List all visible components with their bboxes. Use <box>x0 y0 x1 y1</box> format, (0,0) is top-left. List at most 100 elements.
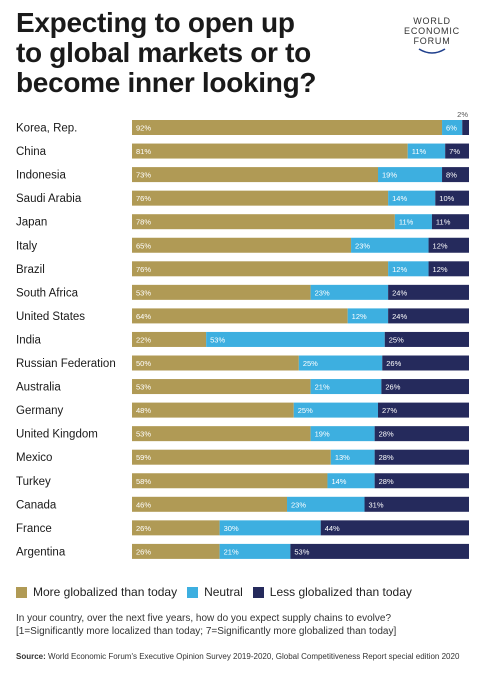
bar-segment <box>428 261 469 277</box>
data-label: 65% <box>136 241 151 250</box>
data-label: 26% <box>136 524 151 533</box>
data-label: 21% <box>224 547 239 556</box>
category-label: Germany <box>16 405 64 417</box>
data-label: 78% <box>136 218 151 227</box>
data-label: 26% <box>386 359 401 368</box>
bar-segment <box>132 143 408 159</box>
data-label: 14% <box>392 194 407 203</box>
bar-segment <box>407 143 446 159</box>
bar-segment <box>310 379 382 395</box>
bar-segment <box>435 190 469 206</box>
data-label: 44% <box>325 524 340 533</box>
bar-segment <box>442 167 469 183</box>
bar-segment <box>219 520 321 536</box>
category-label: Saudi Arabia <box>16 193 82 205</box>
data-label: 25% <box>298 406 313 415</box>
bar-segment <box>351 237 429 253</box>
bar-segment <box>132 308 348 324</box>
data-label: 28% <box>379 453 394 462</box>
title-line-3: become inner looking? <box>16 67 317 98</box>
category-label: United Kingdom <box>16 429 98 441</box>
bar-segment <box>431 214 469 230</box>
bar-segment <box>132 331 207 347</box>
bar-segment <box>132 214 395 230</box>
legend-label-neutral: Neutral <box>204 585 243 599</box>
data-label: 76% <box>136 265 151 274</box>
data-label: 53% <box>210 335 225 344</box>
data-label: 26% <box>136 547 151 556</box>
category-label: Italy <box>16 240 37 252</box>
data-label: 14% <box>331 477 346 486</box>
data-label: 59% <box>136 453 151 462</box>
bar-segment <box>428 237 469 253</box>
bar-segment <box>132 167 379 183</box>
data-label: 28% <box>379 477 394 486</box>
bar-segment <box>394 214 432 230</box>
bar-segment <box>382 355 469 371</box>
data-label: 10% <box>439 194 454 203</box>
data-label: 81% <box>136 147 151 156</box>
data-label: 25% <box>303 359 318 368</box>
data-label: 26% <box>385 383 400 392</box>
data-label: 28% <box>379 430 394 439</box>
data-label: 76% <box>136 194 151 203</box>
data-label: 24% <box>392 312 407 321</box>
legend-swatch-more <box>16 586 27 598</box>
legend-item-less: Less globalized than today <box>252 585 412 599</box>
data-label: 19% <box>382 171 397 180</box>
category-label: Australia <box>16 382 61 394</box>
legend-label-more: More globalized than today <box>33 585 178 599</box>
bar-segment <box>298 355 383 371</box>
bar-segment <box>310 284 389 300</box>
category-label: India <box>16 334 42 346</box>
bar-segment <box>132 237 352 253</box>
bar-segment <box>384 331 469 347</box>
bar-segment <box>388 308 469 324</box>
category-label: United States <box>16 311 85 323</box>
bar-segment <box>287 496 365 512</box>
category-label: Japan <box>16 217 47 229</box>
legend-item-more: More globalized than today <box>16 585 177 599</box>
category-label: Brazil <box>16 264 45 276</box>
data-label: 11% <box>412 147 427 156</box>
bar-segment <box>290 543 469 559</box>
chart-title: Expecting to open up to global markets o… <box>16 8 376 98</box>
data-label: 6% <box>446 124 457 133</box>
bar-segment <box>374 473 469 489</box>
category-label: Turkey <box>16 476 51 488</box>
wef-logo: WORLD ECONOMIC FORUM <box>392 16 472 60</box>
data-label: 8% <box>446 171 457 180</box>
question-line-1: In your country, over the next five year… <box>16 613 392 624</box>
data-label: 53% <box>294 547 309 556</box>
bar-segment <box>374 449 469 465</box>
data-label: 23% <box>355 241 370 250</box>
data-label: 13% <box>335 453 350 462</box>
bar-segment <box>445 143 469 159</box>
bar-segment <box>364 496 469 512</box>
bar-segment <box>320 520 469 536</box>
legend-swatch-less <box>252 586 264 598</box>
data-label: 30% <box>224 524 239 533</box>
legend-swatch-neutral <box>187 586 199 598</box>
data-label: 46% <box>136 500 151 509</box>
data-label: 92% <box>136 124 151 133</box>
data-label: 64% <box>136 312 151 321</box>
data-label: 31% <box>369 500 384 509</box>
legend-label-less: Less globalized than today <box>269 585 412 599</box>
bar-segment <box>132 543 220 559</box>
data-label: 11% <box>399 218 414 227</box>
data-label: 12% <box>433 241 448 250</box>
bar-segment <box>330 449 375 465</box>
source-text: World Economic Forum's Executive Opinion… <box>48 652 460 661</box>
logo-line-3: FORUM <box>413 36 451 46</box>
chart-legend: More globalized than today Neutral Less … <box>16 584 422 600</box>
bar-segment <box>132 120 443 135</box>
category-label: France <box>16 523 52 535</box>
data-label: 23% <box>315 288 330 297</box>
data-label: 12% <box>352 312 367 321</box>
data-label: 53% <box>136 430 151 439</box>
data-label: 53% <box>136 288 151 297</box>
source-label: Source: <box>16 652 46 661</box>
data-label: 12% <box>392 265 407 274</box>
data-label: 53% <box>136 383 151 392</box>
